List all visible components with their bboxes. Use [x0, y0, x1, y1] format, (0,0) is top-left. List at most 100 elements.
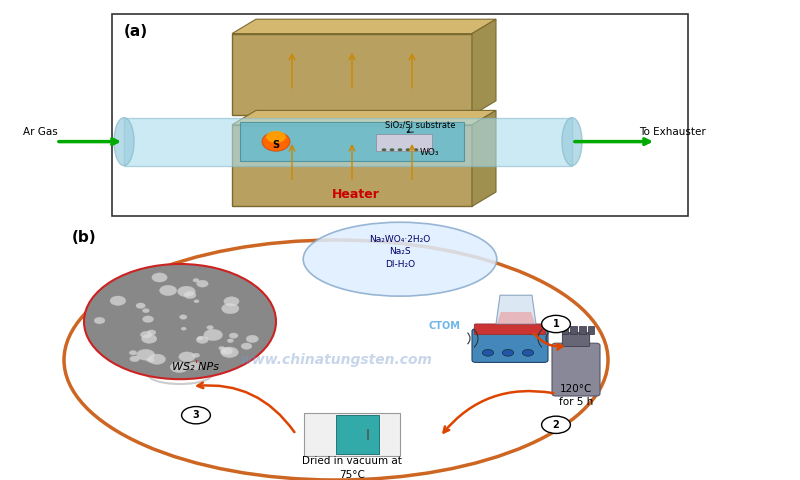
Circle shape: [130, 350, 137, 355]
Circle shape: [130, 356, 139, 362]
Circle shape: [110, 296, 126, 305]
Circle shape: [179, 315, 187, 319]
Circle shape: [181, 327, 186, 330]
Circle shape: [162, 366, 168, 370]
Polygon shape: [497, 312, 535, 324]
Text: 120°C
for 5 h: 120°C for 5 h: [559, 384, 593, 407]
Circle shape: [196, 336, 208, 343]
FancyBboxPatch shape: [336, 415, 379, 454]
FancyBboxPatch shape: [240, 122, 464, 161]
FancyBboxPatch shape: [562, 326, 568, 334]
Circle shape: [382, 148, 386, 151]
Text: S: S: [273, 140, 279, 150]
Polygon shape: [496, 295, 536, 324]
Text: 2: 2: [553, 420, 559, 430]
Ellipse shape: [303, 222, 497, 296]
Circle shape: [542, 416, 570, 433]
Circle shape: [178, 352, 195, 361]
Circle shape: [502, 349, 514, 356]
Circle shape: [163, 356, 184, 369]
Circle shape: [221, 347, 238, 358]
Circle shape: [159, 285, 177, 296]
Text: Dried in vacuum at
75°C: Dried in vacuum at 75°C: [302, 456, 402, 480]
Ellipse shape: [114, 118, 134, 166]
Circle shape: [148, 354, 166, 364]
FancyBboxPatch shape: [579, 326, 586, 334]
Text: (a): (a): [124, 24, 148, 39]
Circle shape: [186, 366, 192, 370]
Circle shape: [218, 347, 225, 350]
FancyBboxPatch shape: [112, 14, 688, 216]
Circle shape: [94, 317, 105, 324]
Text: WS₂ NPs: WS₂ NPs: [173, 362, 219, 372]
FancyBboxPatch shape: [232, 34, 472, 115]
Circle shape: [184, 291, 196, 299]
Circle shape: [142, 316, 154, 323]
Text: WO₃: WO₃: [420, 148, 439, 157]
FancyBboxPatch shape: [562, 333, 590, 347]
Circle shape: [227, 339, 234, 343]
Ellipse shape: [262, 132, 290, 151]
Circle shape: [204, 329, 222, 341]
Text: SiO₂/Si substrate: SiO₂/Si substrate: [385, 120, 455, 130]
Circle shape: [180, 359, 186, 362]
Text: Ar Gas: Ar Gas: [22, 127, 58, 137]
Circle shape: [167, 359, 174, 362]
Circle shape: [206, 325, 214, 329]
Text: CTOM: CTOM: [428, 322, 460, 331]
Circle shape: [194, 300, 199, 303]
Text: To Exhauster: To Exhauster: [638, 127, 706, 137]
Circle shape: [390, 148, 394, 151]
Circle shape: [542, 315, 570, 333]
Circle shape: [482, 349, 494, 356]
Circle shape: [193, 353, 200, 358]
Circle shape: [246, 335, 258, 343]
Circle shape: [222, 303, 239, 314]
Ellipse shape: [562, 118, 582, 166]
Text: Na₂WO₄·2H₂O
Na₂S
DI-H₂O: Na₂WO₄·2H₂O Na₂S DI-H₂O: [370, 235, 430, 269]
Circle shape: [182, 363, 202, 376]
Circle shape: [193, 278, 199, 282]
Text: (b): (b): [72, 230, 97, 245]
Circle shape: [414, 148, 418, 151]
Circle shape: [140, 331, 152, 338]
Circle shape: [174, 363, 180, 367]
Circle shape: [222, 349, 227, 353]
Circle shape: [158, 363, 178, 376]
Circle shape: [221, 348, 233, 355]
FancyBboxPatch shape: [472, 329, 548, 362]
Circle shape: [84, 264, 276, 379]
Circle shape: [170, 362, 188, 372]
FancyBboxPatch shape: [232, 125, 472, 206]
Circle shape: [136, 303, 146, 309]
Polygon shape: [232, 19, 496, 34]
Circle shape: [147, 330, 156, 335]
Circle shape: [142, 309, 150, 312]
Circle shape: [230, 333, 238, 338]
Circle shape: [170, 361, 190, 373]
Circle shape: [142, 334, 157, 343]
Ellipse shape: [266, 131, 286, 143]
Text: 1: 1: [553, 319, 559, 329]
Circle shape: [137, 349, 154, 360]
FancyBboxPatch shape: [474, 324, 546, 335]
Circle shape: [522, 349, 534, 356]
Polygon shape: [472, 110, 496, 206]
Text: 3: 3: [193, 410, 199, 420]
FancyBboxPatch shape: [304, 413, 400, 456]
FancyBboxPatch shape: [552, 343, 600, 396]
Text: Heater: Heater: [332, 188, 380, 201]
Circle shape: [182, 407, 210, 424]
Circle shape: [146, 357, 154, 362]
Circle shape: [406, 148, 410, 151]
Circle shape: [178, 286, 195, 297]
Circle shape: [188, 362, 202, 370]
FancyBboxPatch shape: [588, 326, 594, 334]
Polygon shape: [232, 110, 496, 125]
Circle shape: [224, 297, 239, 306]
Circle shape: [176, 356, 197, 369]
Circle shape: [241, 343, 252, 349]
Circle shape: [197, 280, 208, 287]
Circle shape: [198, 336, 203, 340]
Circle shape: [152, 273, 167, 282]
